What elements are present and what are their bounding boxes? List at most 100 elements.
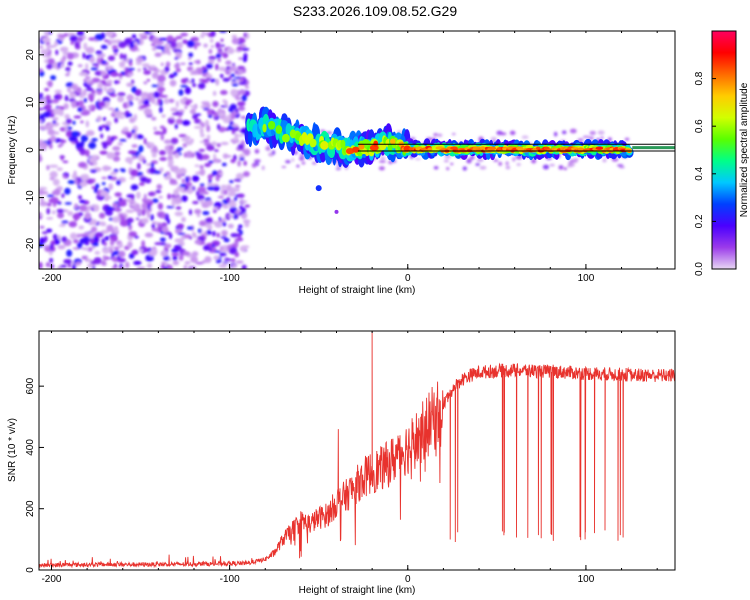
noise-blob bbox=[213, 255, 220, 260]
noise-blob bbox=[201, 31, 205, 36]
noise-blob bbox=[42, 125, 52, 131]
noise-blob bbox=[237, 224, 243, 229]
snr-y-ticks: 0 200 400 600 bbox=[25, 377, 44, 573]
noise-blob bbox=[192, 200, 199, 205]
noise-blob bbox=[60, 63, 65, 69]
noise-blob bbox=[212, 221, 220, 225]
noise-blob bbox=[208, 59, 215, 65]
noise-blob bbox=[39, 225, 45, 229]
noise-blob bbox=[54, 89, 62, 94]
noise-blob bbox=[79, 204, 88, 212]
noise-blob bbox=[195, 59, 201, 65]
heatmap-y-axis-label: Frequency (Hz) bbox=[7, 116, 18, 185]
noise-blob bbox=[164, 66, 170, 73]
noise-blob bbox=[47, 128, 55, 136]
noise-blob bbox=[185, 182, 193, 187]
noise-blob bbox=[143, 81, 148, 85]
noise-blob bbox=[122, 198, 127, 202]
noise-blob bbox=[165, 61, 171, 68]
noise-blob bbox=[39, 141, 45, 148]
noise-blob bbox=[138, 248, 144, 253]
noise-blob bbox=[90, 67, 99, 71]
noise-blob bbox=[76, 233, 81, 239]
noise-blob bbox=[127, 150, 137, 155]
noise-blob bbox=[138, 145, 144, 153]
noise-blob bbox=[190, 108, 196, 115]
noise-blob bbox=[45, 99, 53, 104]
noise-blob bbox=[220, 38, 224, 42]
noise-blob bbox=[239, 157, 245, 161]
noise-blob bbox=[251, 163, 257, 168]
noise-blob bbox=[237, 65, 245, 70]
noise-blob bbox=[110, 72, 119, 77]
noise-blob bbox=[89, 169, 98, 173]
noise-blob bbox=[444, 155, 452, 159]
noise-blob bbox=[53, 188, 61, 196]
noise-blob bbox=[178, 89, 184, 96]
noise-blob bbox=[186, 226, 194, 230]
noise-blob bbox=[155, 45, 165, 49]
noise-blob bbox=[91, 63, 99, 66]
noise-blob bbox=[237, 101, 246, 107]
noise-blob bbox=[104, 197, 109, 202]
colorbar-label: Normalized spectral amplitude bbox=[739, 82, 750, 217]
noise-blob bbox=[85, 63, 89, 70]
noise-blob bbox=[230, 65, 237, 72]
noise-blob bbox=[158, 167, 164, 173]
noise-blob bbox=[188, 209, 193, 216]
noise-blob bbox=[212, 90, 217, 96]
noise-blob bbox=[151, 46, 157, 51]
noise-blob bbox=[212, 158, 220, 163]
noise-blob bbox=[161, 37, 168, 41]
noise-blob bbox=[46, 217, 54, 220]
noise-blob bbox=[151, 223, 156, 229]
noise-blob bbox=[97, 82, 103, 90]
noise-blob bbox=[498, 161, 503, 166]
colorbar-frame bbox=[711, 30, 737, 270]
noise-blob bbox=[199, 127, 204, 135]
noise-blob bbox=[208, 179, 212, 184]
noise-blob bbox=[150, 214, 154, 221]
noise-blob bbox=[72, 120, 76, 125]
noise-blob bbox=[80, 111, 90, 116]
noise-blob bbox=[139, 105, 148, 109]
noise-blob bbox=[78, 225, 85, 230]
noise-blob bbox=[131, 86, 137, 93]
noise-blob bbox=[67, 61, 73, 66]
noise-blob bbox=[201, 101, 210, 105]
noise-blob bbox=[53, 41, 59, 47]
noise-blob bbox=[204, 200, 214, 207]
noise-blob bbox=[163, 98, 170, 105]
noise-blob bbox=[230, 264, 238, 268]
noise-blob bbox=[184, 260, 191, 265]
noise-blob bbox=[103, 86, 107, 92]
noise-blob bbox=[222, 52, 228, 59]
noise-blob bbox=[126, 101, 131, 108]
noise-blob bbox=[189, 236, 193, 240]
noise-blob bbox=[112, 216, 121, 223]
noise-blob bbox=[109, 240, 115, 246]
noise-blob bbox=[197, 186, 207, 193]
noise-blob bbox=[39, 189, 45, 196]
noise-blob bbox=[153, 170, 162, 175]
noise-blob bbox=[136, 266, 146, 269]
noise-blob bbox=[171, 199, 176, 207]
noise-blob bbox=[106, 66, 112, 71]
noise-blob bbox=[160, 133, 164, 141]
noise-blob bbox=[126, 217, 134, 223]
noise-blob bbox=[111, 266, 117, 269]
noise-blob bbox=[77, 64, 83, 68]
noise-blob bbox=[95, 183, 100, 189]
noise-blob bbox=[167, 218, 171, 225]
noise-blob bbox=[281, 165, 287, 169]
noise-blob bbox=[129, 42, 135, 49]
noise-blob bbox=[132, 155, 137, 160]
noise-blob bbox=[168, 264, 173, 269]
noise-blob bbox=[79, 238, 88, 244]
noise-blob bbox=[71, 100, 77, 109]
noise-blob bbox=[110, 39, 118, 44]
noise-blob bbox=[271, 150, 276, 156]
noise-blob bbox=[201, 66, 207, 71]
noise-blob bbox=[241, 94, 247, 102]
